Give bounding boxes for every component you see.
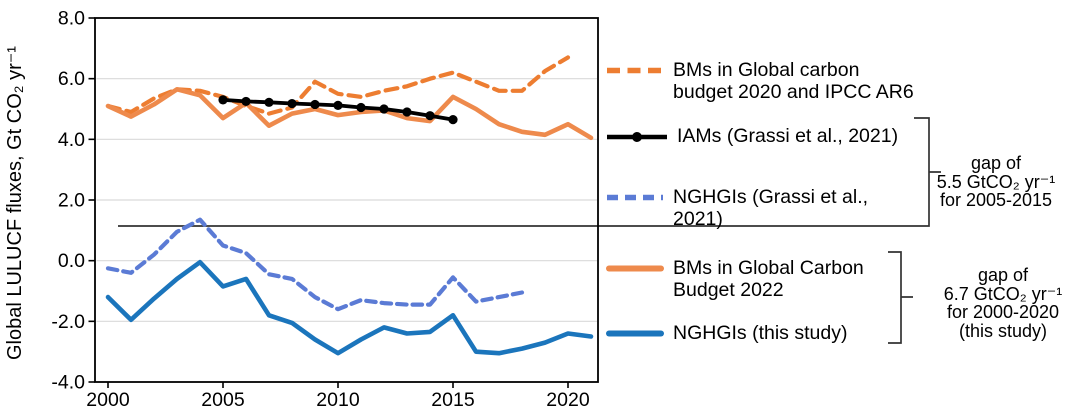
x-tick-label: 2005 <box>201 389 245 411</box>
series-iams-marker <box>218 95 228 105</box>
x-tick-label: 2020 <box>546 389 590 411</box>
series-iams-marker <box>333 100 343 110</box>
solid-orange-line-icon <box>606 265 664 272</box>
legend-item-bm2020: BMs in Global carbon budget 2020 and IPC… <box>606 59 914 103</box>
series-nghgi_grassi-line <box>105 217 525 312</box>
gap-bracket-grassi <box>118 117 941 227</box>
legend-label: BMs in Global Carbon Budget 2022 <box>673 257 864 301</box>
y-tick-label: 6.0 <box>58 68 85 90</box>
legend-label: BMs in Global carbon budget 2020 and IPC… <box>673 59 914 103</box>
series-iams-marker <box>425 111 435 121</box>
dashed-orange-line-icon <box>607 67 663 74</box>
legend-item-nghgi-study: NGHGIs (this study) <box>606 322 847 344</box>
series-iams-marker <box>241 96 251 107</box>
black-line-with-marker-icon <box>607 132 667 142</box>
y-tick-label: 4.0 <box>58 129 85 151</box>
gap-bracket-this-study <box>888 251 913 344</box>
series-iams-marker <box>310 99 320 110</box>
series-iams-marker <box>448 115 458 125</box>
y-tick-label: -2.0 <box>51 311 85 333</box>
legend-item-iams: IAMs (Grassi et al., 2021) <box>606 125 898 147</box>
y-tick-label: 8.0 <box>58 8 85 30</box>
x-tick-label: 2015 <box>431 389 475 411</box>
x-tick-label: 2000 <box>86 389 130 411</box>
series-iams-marker <box>379 104 389 114</box>
y-tick-label: 2.0 <box>58 190 85 212</box>
series-nghgi_study-line <box>105 259 594 356</box>
legend-label: IAMs (Grassi et al., 2021) <box>677 125 899 147</box>
legend-item-nghgi-grassi: NGHGIs (Grassi et al., 2021) <box>606 186 868 230</box>
dashed-blue-line-icon <box>607 194 663 201</box>
series-iams-marker <box>402 107 412 117</box>
y-tick-label: 0.0 <box>58 250 85 272</box>
series-bm2022-line <box>105 87 594 141</box>
series-iams-marker <box>264 97 274 107</box>
gap-annotation-grassi: gap of 5.5 GtCO₂ yr⁻¹ for 2005-2015 <box>936 153 1056 210</box>
legend-label: NGHGIs (this study) <box>673 322 848 344</box>
legend-item-bm2022: BMs in Global Carbon Budget 2022 <box>606 257 864 301</box>
series-iams-marker <box>287 98 297 109</box>
solid-blue-line-icon <box>606 330 664 337</box>
legend-label: NGHGIs (Grassi et al., 2021) <box>673 186 869 230</box>
y-tick-label: -4.0 <box>51 372 85 394</box>
x-tick-label: 2010 <box>316 389 360 411</box>
gap-annotation-this-study: gap of 6.7 GtCO₂ yr⁻¹ for 2000-2020 (thi… <box>943 265 1063 341</box>
series-iams-marker <box>356 102 366 113</box>
